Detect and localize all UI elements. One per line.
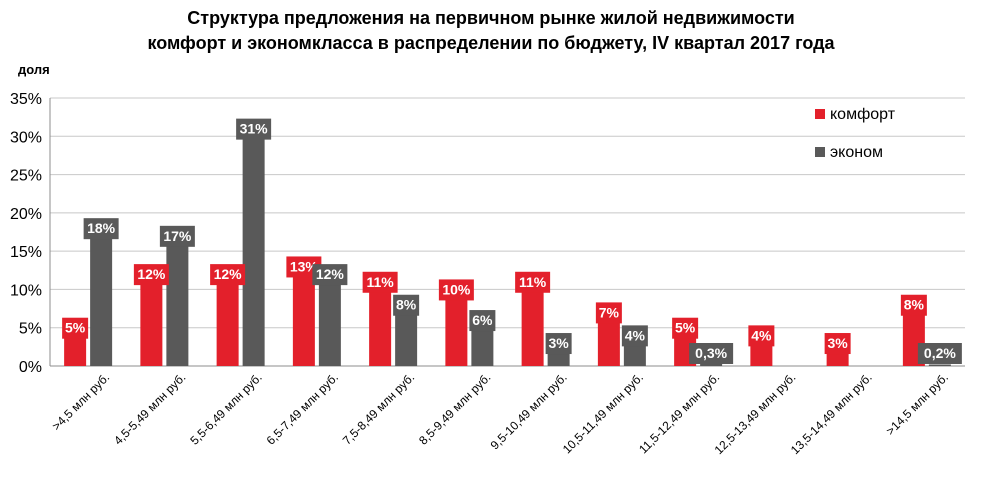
data-label: 10% (442, 281, 471, 297)
legend-swatch (815, 147, 825, 157)
y-tick-label: 30% (10, 129, 42, 146)
y-tick-label: 10% (10, 282, 42, 299)
bar-ekonom (700, 363, 723, 366)
x-tick-label: 9,5-10,49 млн руб. (488, 370, 570, 452)
bar-ekonom (242, 128, 265, 366)
x-tick-label: 8,5-9,49 млн руб. (416, 370, 493, 447)
data-label: 0,2% (924, 345, 956, 361)
data-label-box (133, 264, 169, 286)
data-label-box (62, 317, 89, 339)
y-axis-unit-label: доля (18, 62, 50, 77)
data-label: 11% (367, 274, 395, 290)
data-label: 8% (396, 297, 417, 313)
x-tick-label: >4,5 млн руб. (49, 370, 112, 433)
y-tick-label: 20% (10, 206, 42, 223)
gridlines (49, 97, 965, 367)
data-label-box (900, 294, 927, 316)
bar-komfort (292, 266, 315, 366)
legend-swatch (815, 109, 825, 119)
data-label: 31% (240, 121, 269, 137)
y-axis-tick-labels: 0% 5% 10% 15% 20% 25% 30% 35% (10, 91, 42, 376)
x-axis-tick-labels: >4,5 млн руб.4,5-5,49 млн руб.5,5-6,49 м… (49, 370, 951, 457)
bar-komfort (140, 274, 163, 366)
data-label-box (83, 218, 119, 240)
data-label-box (362, 271, 398, 293)
legend: комфорт эконом (815, 106, 896, 161)
data-label: 13% (290, 258, 319, 274)
y-tick-label: 5% (19, 321, 42, 338)
data-label: 12% (316, 266, 345, 282)
bar-komfort (369, 281, 392, 366)
data-label: 12% (137, 266, 166, 282)
chart-title-line-1: Структура предложения на первичном рынке… (187, 8, 795, 28)
data-label-box (824, 333, 851, 355)
bar-ekonom (471, 320, 494, 366)
data-label-box (393, 294, 420, 316)
data-label: 3% (828, 335, 849, 351)
x-tick-label: 11,5-12,49 млн руб. (636, 370, 722, 456)
bar-ekonom (928, 364, 951, 366)
data-label: 4% (751, 327, 772, 343)
data-label-box (515, 271, 551, 293)
legend-label: комфорт (830, 106, 896, 123)
data-label-box (689, 343, 734, 364)
y-tick-label: 35% (10, 91, 42, 108)
data-labels-group: 5%18%12%17%12%31%13%12% 11%8%10%6%11%3%7%… (62, 118, 962, 364)
data-label-box (469, 310, 496, 332)
x-tick-label: 6,5-7,49 млн руб. (264, 370, 341, 447)
bar-ekonom (395, 304, 418, 366)
data-label: 5% (65, 320, 86, 336)
data-label-box (595, 302, 622, 324)
data-label-box (210, 264, 246, 286)
data-label-box (236, 118, 272, 140)
x-tick-label: 7,5-8,49 млн руб. (340, 370, 417, 447)
data-label-box (748, 325, 775, 347)
data-label: 18% (87, 220, 116, 236)
data-label: 17% (163, 228, 192, 244)
chart-title-line-2: комфорт и экономкласса в распределении п… (147, 33, 835, 53)
data-label-box (545, 333, 572, 355)
bar-ekonom (318, 274, 341, 366)
bar-komfort (521, 281, 544, 366)
data-label: 8% (904, 297, 925, 313)
y-tick-label: 0% (19, 359, 42, 376)
data-label: 7% (599, 304, 620, 320)
x-tick-label: >14,5 млн руб. (883, 370, 951, 438)
data-label-box (438, 279, 474, 301)
data-label: 5% (675, 320, 696, 336)
data-label-box (621, 325, 648, 347)
bar-komfort (597, 312, 620, 366)
data-label: 4% (625, 327, 646, 343)
data-label-box (159, 225, 195, 247)
data-label: 3% (549, 335, 570, 351)
y-tick-label: 15% (10, 244, 42, 261)
x-tick-label: 5,5-6,49 млн руб. (187, 370, 264, 447)
x-tick-label: 10,5-11,49 млн руб. (560, 370, 646, 456)
legend-label: эконом (830, 144, 883, 161)
bar-ekonom (166, 235, 189, 366)
bar-komfort (445, 289, 468, 366)
x-tick-label: 13,5-14,49 млн руб. (788, 370, 875, 457)
data-label-box (917, 343, 962, 364)
data-label: 11% (519, 274, 547, 290)
bar-komfort (216, 274, 239, 366)
data-label: 12% (214, 266, 243, 282)
x-tick-label: 4,5-5,49 млн руб. (111, 370, 188, 447)
data-label-box (672, 317, 699, 339)
bars-group (64, 128, 951, 366)
data-label-box (312, 264, 348, 286)
x-tick-label: 12,5-13,49 млн руб. (712, 370, 799, 457)
data-label: 6% (472, 312, 493, 328)
bar-ekonom (90, 228, 113, 366)
y-tick-label: 25% (10, 168, 42, 185)
data-label: 0,3% (695, 345, 727, 361)
